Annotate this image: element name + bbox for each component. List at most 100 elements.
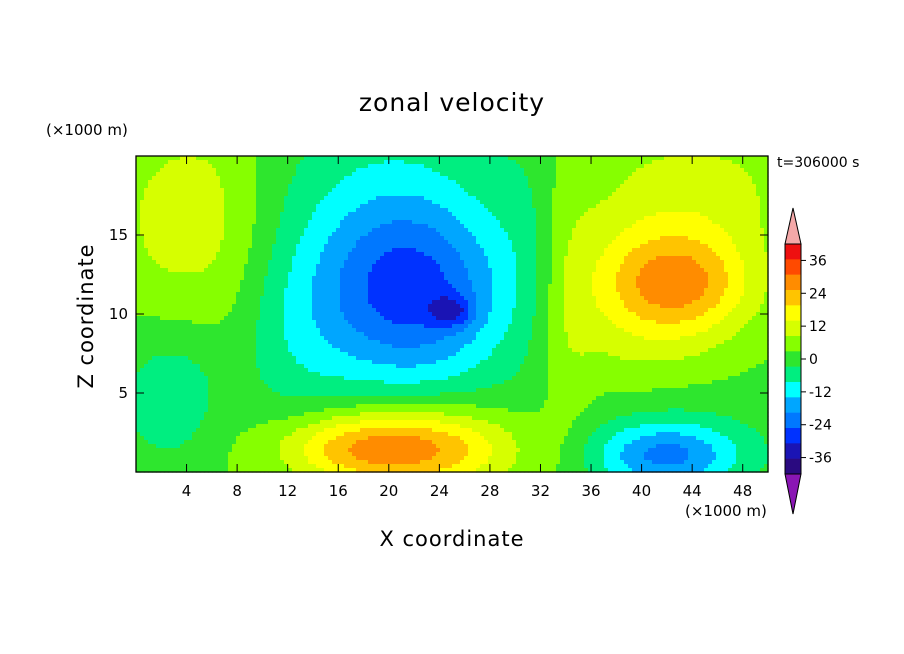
field-cell	[160, 232, 165, 237]
field-cell	[652, 224, 657, 229]
field-cell	[612, 212, 617, 217]
field-cell	[228, 252, 233, 257]
field-cell	[548, 208, 553, 213]
field-cell	[500, 236, 505, 241]
field-cell	[296, 240, 301, 245]
field-cell	[208, 244, 213, 249]
field-cell	[564, 252, 569, 257]
field-cell	[140, 260, 145, 265]
field-cell	[392, 176, 397, 181]
field-cell	[660, 196, 665, 201]
field-cell	[616, 236, 621, 241]
field-cell	[448, 280, 453, 285]
field-cell	[328, 220, 333, 225]
field-cell	[344, 240, 349, 245]
field-cell	[444, 244, 449, 249]
field-cell	[648, 172, 653, 177]
field-cell	[696, 264, 701, 269]
field-cell	[620, 236, 625, 241]
field-cell	[144, 208, 149, 213]
field-cell	[364, 180, 369, 185]
field-cell	[720, 168, 725, 173]
field-cell	[192, 264, 197, 269]
field-cell	[436, 224, 441, 229]
field-cell	[684, 192, 689, 197]
field-cell	[656, 180, 661, 185]
field-cell	[360, 180, 365, 185]
field-cell	[408, 232, 413, 237]
field-cell	[752, 252, 757, 257]
field-cell	[272, 156, 277, 161]
field-cell	[264, 260, 269, 265]
field-cell	[252, 232, 257, 237]
field-cell	[664, 160, 669, 165]
field-cell	[408, 256, 413, 261]
field-cell	[724, 268, 729, 273]
field-cell	[136, 236, 141, 241]
field-cell	[140, 160, 145, 165]
field-cell	[248, 200, 253, 205]
field-cell	[596, 180, 601, 185]
field-cell	[676, 256, 681, 261]
field-cell	[548, 224, 553, 229]
field-cell	[352, 264, 357, 269]
field-cell	[380, 228, 385, 233]
field-cell	[516, 276, 521, 281]
field-cell	[264, 224, 269, 229]
field-cell	[252, 244, 257, 249]
field-cell	[160, 240, 165, 245]
field-cell	[732, 168, 737, 173]
field-cell	[660, 176, 665, 181]
field-cell	[244, 232, 249, 237]
field-cell	[364, 176, 369, 181]
field-cell	[312, 252, 317, 257]
field-cell	[264, 252, 269, 257]
field-cell	[248, 240, 253, 245]
field-cell	[328, 236, 333, 241]
field-cell	[632, 160, 637, 165]
field-cell	[432, 244, 437, 249]
field-cell	[328, 168, 333, 173]
field-cell	[600, 256, 605, 261]
field-cell	[184, 204, 189, 209]
field-cell	[760, 240, 765, 245]
field-cell	[696, 176, 701, 181]
field-cell	[520, 172, 525, 177]
field-cell	[336, 236, 341, 241]
field-cell	[404, 164, 409, 169]
field-cell	[544, 252, 549, 257]
field-cell	[472, 260, 477, 265]
field-cell	[604, 220, 609, 225]
field-cell	[744, 252, 749, 257]
field-cell	[652, 204, 657, 209]
field-cell	[744, 204, 749, 209]
field-cell	[492, 272, 497, 277]
field-cell	[232, 172, 237, 177]
field-cell	[480, 180, 485, 185]
field-cell	[748, 252, 753, 257]
field-cell	[648, 252, 653, 257]
field-cell	[228, 236, 233, 241]
field-cell	[356, 208, 361, 213]
field-cell	[636, 196, 641, 201]
field-cell	[384, 256, 389, 261]
field-cell	[372, 264, 377, 269]
field-cell	[420, 260, 425, 265]
field-cell	[380, 204, 385, 209]
field-cell	[176, 160, 181, 165]
field-cell	[216, 252, 221, 257]
field-cell	[140, 192, 145, 197]
field-cell	[740, 188, 745, 193]
field-cell	[436, 220, 441, 225]
field-cell	[560, 204, 565, 209]
field-cell	[392, 196, 397, 201]
field-cell	[596, 208, 601, 213]
field-cell	[504, 264, 509, 269]
field-cell	[508, 224, 513, 229]
field-cell	[336, 188, 341, 193]
field-cell	[744, 268, 749, 273]
field-cell	[136, 232, 141, 237]
field-cell	[232, 188, 237, 193]
field-cell	[276, 200, 281, 205]
field-cell	[280, 184, 285, 189]
